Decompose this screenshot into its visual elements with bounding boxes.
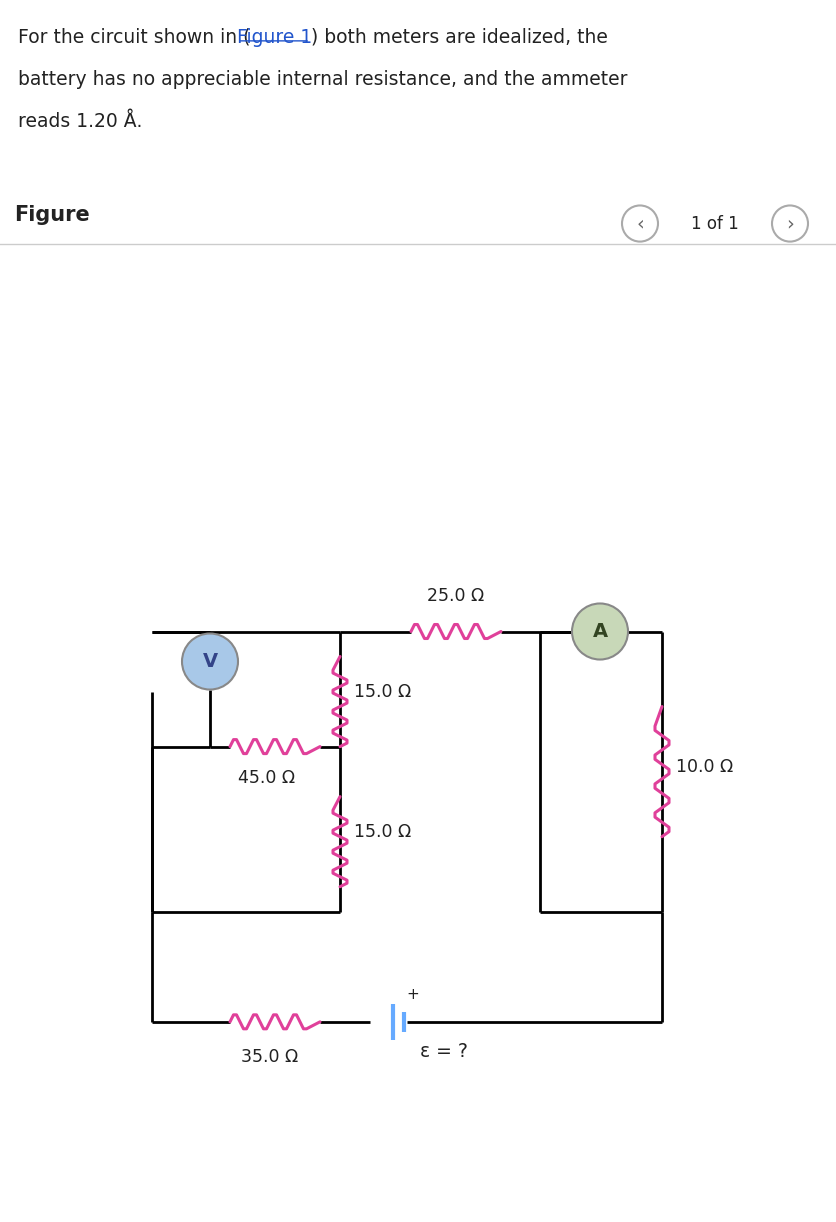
Circle shape xyxy=(182,633,238,689)
Text: 15.0 Ω: 15.0 Ω xyxy=(354,683,411,700)
Text: 10.0 Ω: 10.0 Ω xyxy=(676,758,733,776)
Text: V: V xyxy=(202,653,217,671)
Text: For the circuit shown in (: For the circuit shown in ( xyxy=(18,28,251,46)
Text: Figure 1: Figure 1 xyxy=(237,28,313,46)
Text: 25.0 Ω: 25.0 Ω xyxy=(427,588,485,605)
Text: battery has no appreciable internal resistance, and the ammeter: battery has no appreciable internal resi… xyxy=(18,70,628,89)
Text: 1 of 1: 1 of 1 xyxy=(691,215,739,232)
Text: 15.0 Ω: 15.0 Ω xyxy=(354,822,411,841)
Text: ) both meters are idealized, the: ) both meters are idealized, the xyxy=(311,28,608,46)
Text: ε = ?: ε = ? xyxy=(420,1042,468,1061)
Text: 35.0 Ω: 35.0 Ω xyxy=(242,1047,298,1066)
Circle shape xyxy=(572,604,628,660)
Text: ‹: ‹ xyxy=(636,214,644,233)
Text: A: A xyxy=(593,622,608,642)
Text: 45.0 Ω: 45.0 Ω xyxy=(238,769,296,787)
Text: reads 1.20 Å.: reads 1.20 Å. xyxy=(18,111,142,131)
Text: Figure: Figure xyxy=(14,205,89,226)
Text: ›: › xyxy=(786,214,794,233)
Text: +: + xyxy=(406,987,419,1002)
